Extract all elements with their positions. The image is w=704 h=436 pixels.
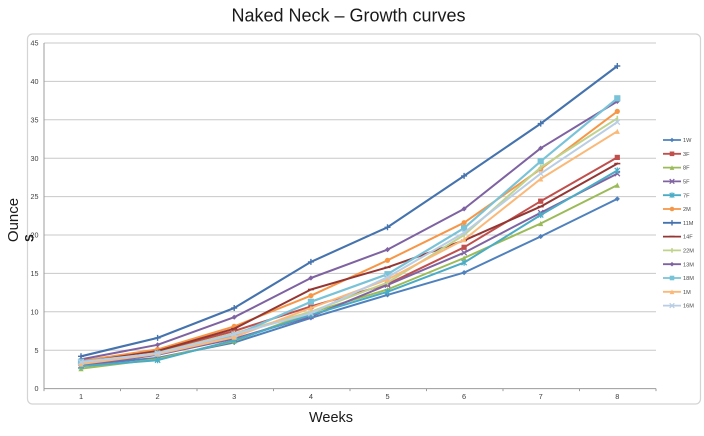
svg-text:1M: 1M (683, 290, 691, 296)
svg-text:7F: 7F (683, 193, 690, 199)
svg-text:18M: 18M (683, 276, 694, 282)
svg-text:14F: 14F (683, 235, 693, 241)
svg-text:13M: 13M (683, 262, 694, 268)
svg-text:45: 45 (31, 39, 39, 48)
svg-text:10: 10 (31, 307, 39, 316)
svg-text:5F: 5F (683, 180, 690, 186)
svg-text:20: 20 (31, 231, 39, 240)
svg-text:25: 25 (31, 192, 39, 201)
svg-text:30: 30 (31, 154, 39, 163)
svg-text:8F: 8F (683, 166, 690, 172)
svg-text:22M: 22M (683, 249, 694, 255)
svg-text:Ounce: Ounce (5, 198, 22, 242)
svg-text:Naked Neck – Growth curves: Naked Neck – Growth curves (231, 6, 465, 26)
svg-text:11M: 11M (683, 221, 694, 227)
svg-text:40: 40 (31, 77, 39, 86)
svg-text:8: 8 (615, 392, 619, 401)
svg-text:5: 5 (385, 392, 389, 401)
svg-text:2: 2 (156, 392, 160, 401)
svg-text:0: 0 (35, 384, 39, 393)
svg-text:3F: 3F (683, 152, 690, 158)
svg-text:6: 6 (462, 392, 466, 401)
svg-text:16M: 16M (683, 304, 694, 310)
svg-text:1W: 1W (683, 138, 692, 144)
svg-text:4: 4 (309, 392, 313, 401)
svg-text:15: 15 (31, 269, 39, 278)
svg-text:7: 7 (539, 392, 543, 401)
svg-text:3: 3 (232, 392, 236, 401)
svg-text:2M: 2M (683, 207, 691, 213)
svg-text:35: 35 (31, 115, 39, 124)
svg-text:1: 1 (79, 392, 83, 401)
svg-text:Weeks: Weeks (309, 410, 353, 426)
svg-text:S: S (25, 234, 37, 242)
svg-text:5: 5 (35, 346, 39, 355)
